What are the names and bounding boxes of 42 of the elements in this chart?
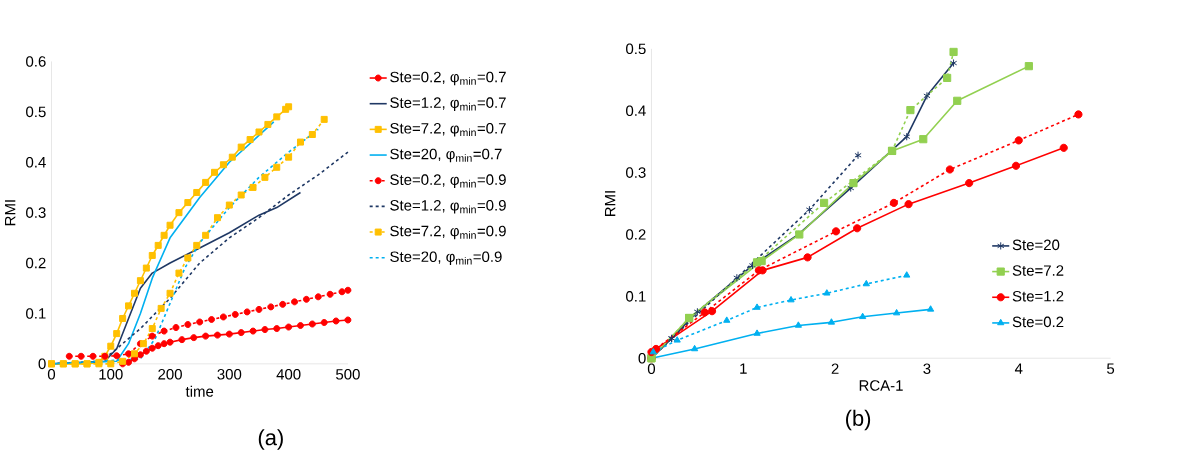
x-tick-label: 100 — [99, 369, 123, 380]
text: (b) — [846, 410, 871, 431]
x-tick-label: 2 — [831, 363, 839, 375]
y-tick-label: 0.1 — [626, 291, 646, 302]
x-tick-label: 500 — [336, 369, 360, 380]
y-axis-title: RMI — [5, 200, 16, 226]
y-tick-label: 0.4 — [26, 157, 46, 168]
y-tick-label: 0.4 — [626, 105, 646, 117]
x-tick-label: 200 — [158, 369, 182, 380]
legend-label: Ste=0.2, φ$_{min}$=0.7 — [390, 71, 506, 86]
y-tick-label: 0.2 — [626, 229, 646, 240]
x-axis-title: RCA-1 — [859, 380, 903, 391]
x-tick-label: 5 — [1107, 363, 1115, 375]
y-tick-label: 0 — [638, 353, 646, 364]
x-tick-label: 300 — [217, 369, 242, 380]
y-tick-label: 0.6 — [26, 56, 46, 67]
y-tick-label: 0.5 — [626, 43, 646, 55]
x-tick-label: 3 — [923, 363, 931, 375]
text: (a) — [258, 429, 283, 450]
legend-label: Ste=7.2 — [1012, 265, 1064, 276]
x-axis-title: time — [185, 385, 214, 397]
y-tick-label: 0.2 — [26, 257, 46, 269]
y-tick-label: 0.3 — [26, 207, 46, 219]
y-axis-title: RMI — [604, 191, 616, 217]
legend-label: Ste=1.2 — [1012, 291, 1064, 302]
legend-label: Ste=0.2, φ$_{min}$=0.9 — [390, 174, 506, 189]
legend-label: Ste=7.2, φ$_{min}$=0.7 — [390, 123, 506, 137]
y-tick-label: 0.1 — [26, 308, 46, 319]
legend-label: Ste=1.2, φ$_{min}$=0.7 — [390, 97, 506, 112]
x-tick-label: 0 — [47, 369, 56, 380]
y-tick-label: 0.5 — [26, 106, 46, 118]
y-tick-label: 0.3 — [626, 167, 646, 179]
x-tick-label: 4 — [1014, 363, 1023, 374]
legend-label: Ste=20, φ$_{min}$=0.7 — [390, 148, 502, 163]
legend-label: Ste=0.2 — [1012, 316, 1064, 328]
x-tick-label: 400 — [276, 369, 301, 380]
legend-label: Ste=1.2, φ$_{min}$=0.9 — [390, 200, 506, 214]
legend-label: Ste=20 — [1012, 239, 1060, 251]
x-tick-label: 1 — [740, 363, 747, 374]
legend-label: Ste=7.2, φ$_{min}$=0.9 — [390, 225, 506, 240]
legend-label: Ste=20, φ$_{min}$=0.9 — [390, 251, 502, 266]
x-tick-label: 0 — [647, 363, 656, 375]
